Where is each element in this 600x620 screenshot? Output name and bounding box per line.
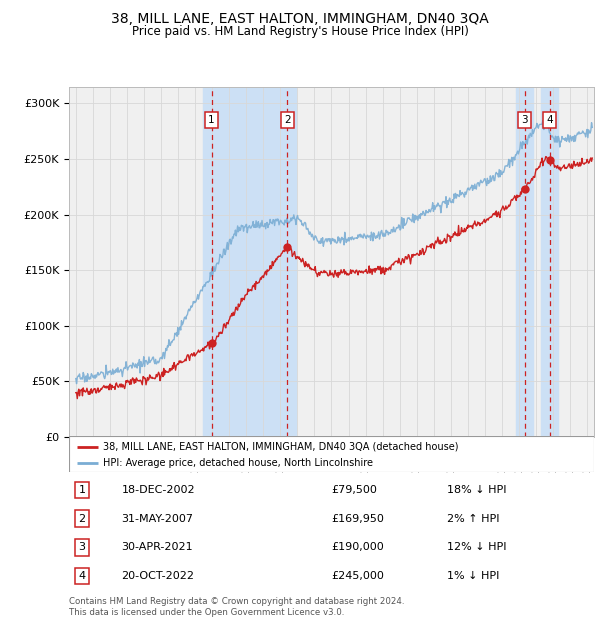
Bar (516, 87, 533, 437)
Text: 31-MAY-2007: 31-MAY-2007 (121, 513, 193, 523)
Text: £79,500: £79,500 (331, 485, 377, 495)
Text: 38, MILL LANE, EAST HALTON, IMMINGHAM, DN40 3QA (detached house): 38, MILL LANE, EAST HALTON, IMMINGHAM, D… (103, 441, 458, 451)
Text: 12% ↓ HPI: 12% ↓ HPI (447, 542, 506, 552)
Text: 4: 4 (79, 571, 86, 581)
Text: Price paid vs. HM Land Registry's House Price Index (HPI): Price paid vs. HM Land Registry's House … (131, 25, 469, 38)
Text: 3: 3 (521, 115, 528, 125)
Text: HPI: Average price, detached house, North Lincolnshire: HPI: Average price, detached house, Nort… (103, 458, 373, 469)
Text: 20-OCT-2022: 20-OCT-2022 (121, 571, 194, 581)
Text: 38, MILL LANE, EAST HALTON, IMMINGHAM, DN40 3QA: 38, MILL LANE, EAST HALTON, IMMINGHAM, D… (111, 12, 489, 27)
Text: 1: 1 (208, 115, 215, 125)
Text: 3: 3 (79, 542, 86, 552)
Text: 1: 1 (79, 485, 86, 495)
Bar (203, 87, 296, 437)
Text: 18-DEC-2002: 18-DEC-2002 (121, 485, 195, 495)
FancyBboxPatch shape (69, 436, 594, 472)
Text: 4: 4 (547, 115, 553, 125)
Text: £190,000: £190,000 (331, 542, 384, 552)
Text: £169,950: £169,950 (331, 513, 385, 523)
Text: 2% ↑ HPI: 2% ↑ HPI (447, 513, 499, 523)
Text: 1% ↓ HPI: 1% ↓ HPI (447, 571, 499, 581)
Bar (541, 87, 558, 437)
Text: 18% ↓ HPI: 18% ↓ HPI (447, 485, 506, 495)
Text: 2: 2 (284, 115, 290, 125)
Text: Contains HM Land Registry data © Crown copyright and database right 2024.
This d: Contains HM Land Registry data © Crown c… (69, 598, 404, 617)
Text: £245,000: £245,000 (331, 571, 385, 581)
Text: 30-APR-2021: 30-APR-2021 (121, 542, 193, 552)
Text: 2: 2 (79, 513, 86, 523)
